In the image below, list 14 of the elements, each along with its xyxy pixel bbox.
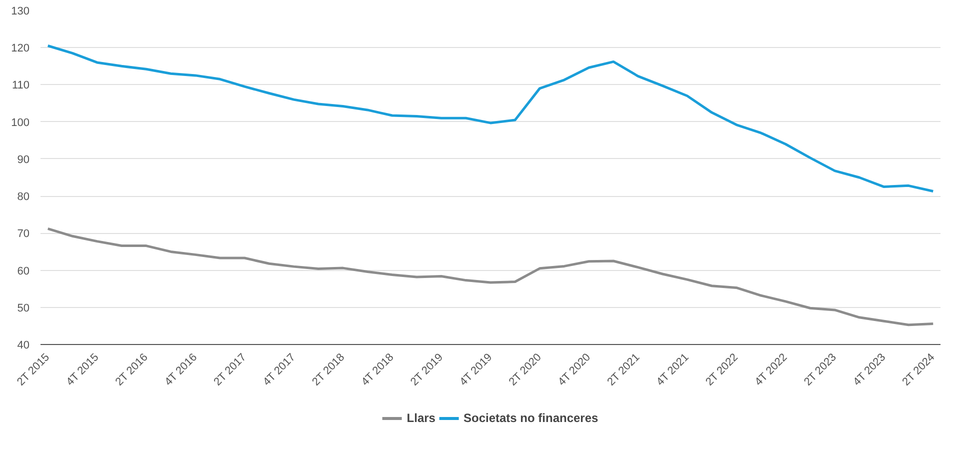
y-tick-label: 70 [17, 228, 30, 240]
y-tick-label: 80 [17, 191, 30, 204]
y-tick-label: 50 [17, 302, 30, 314]
y-tick-label: 60 [17, 265, 30, 278]
y-tick-label: 120 [11, 42, 30, 55]
line-series [46, 227, 934, 326]
legend-label: Llars [406, 410, 436, 424]
y-tick-label: 110 [12, 80, 30, 92]
legend-label: Societats no financeres [463, 410, 598, 424]
y-tick-label: 100 [11, 116, 30, 129]
y-tick-label: 90 [17, 154, 30, 166]
line-series [46, 44, 934, 192]
y-tick-label: 130 [11, 6, 30, 18]
y-tick-label: 40 [17, 340, 30, 352]
